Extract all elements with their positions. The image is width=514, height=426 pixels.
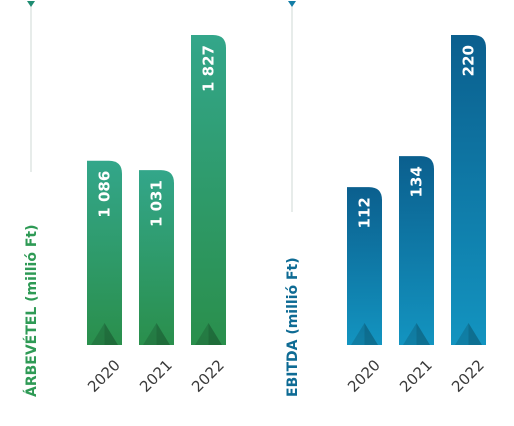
- revenue-value-label: 1 827: [200, 45, 218, 92]
- revenue-tick-label: 2020: [84, 356, 124, 396]
- revenue-bar-2021: [139, 170, 174, 345]
- ebitda-tick-label: 2022: [448, 356, 488, 396]
- revenue-bar-base-facet: [143, 323, 157, 345]
- ebitda-tick-label: 2021: [396, 356, 436, 396]
- revenue-tick-label: 2021: [136, 356, 176, 396]
- revenue-bar-base-facet: [91, 323, 105, 345]
- ebitda-bar-base-facet: [416, 323, 430, 345]
- ebitda-axis-title: EBITDA (millió Ft): [285, 257, 301, 397]
- revenue-axis-title: ÁRBEVÉTEL (millió Ft): [23, 225, 40, 397]
- ebitda-bar-2020: [347, 187, 382, 345]
- ebitda-bars: 112 2020 134 2021 220 2022: [344, 35, 488, 396]
- revenue-value-label: 1 031: [148, 180, 166, 227]
- ebitda-value-label: 220: [460, 45, 478, 76]
- revenue-bar-base-facet: [156, 323, 170, 345]
- revenue-value-label: 1 086: [96, 171, 114, 218]
- revenue-bars: 1 086 2020 1 031 2021 1 827 2022: [84, 35, 228, 396]
- ebitda-bar-2022: [451, 35, 486, 345]
- revenue-bar-base-facet: [104, 323, 118, 345]
- ebitda-bar-2021: [399, 156, 434, 345]
- revenue-chart: ÁRBEVÉTEL (millió Ft) 1 086 2020 1 031 2021…: [23, 1, 228, 397]
- revenue-bar-base-facet: [208, 323, 222, 345]
- ebitda-bar-base-facet: [364, 323, 378, 345]
- ebitda-value-label: 112: [356, 197, 374, 228]
- ebitda-axis-marker: [288, 1, 296, 7]
- ebitda-bar-base-facet: [468, 323, 482, 345]
- ebitda-bar-base-facet: [351, 323, 365, 345]
- revenue-axis-marker: [27, 1, 35, 7]
- revenue-bar-base-facet: [195, 323, 209, 345]
- revenue-bar-2020: [87, 160, 122, 345]
- ebitda-tick-label: 2020: [344, 356, 384, 396]
- ebitda-value-label: 134: [408, 166, 426, 197]
- ebitda-bar-base-facet: [403, 323, 417, 345]
- ebitda-bar-base-facet: [455, 323, 469, 345]
- ebitda-chart: EBITDA (millió Ft) 112 2020 134 2021 220 2022: [285, 1, 488, 397]
- revenue-tick-label: 2022: [188, 356, 228, 396]
- revenue-bar-2022: [191, 35, 226, 345]
